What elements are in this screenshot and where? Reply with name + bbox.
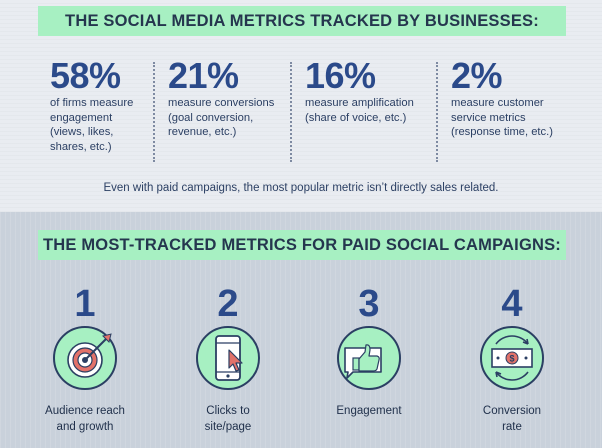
- stat-description: measure amplification (share of voice, e…: [305, 97, 414, 124]
- stat-amplification: 16% measure amplification (share of voic…: [305, 58, 414, 125]
- svg-text:$: $: [509, 354, 514, 364]
- divider: [153, 62, 155, 162]
- metric-label: Engagement: [336, 405, 402, 417]
- stat-engagement: 58% of firms measure engagement (views, …: [50, 58, 133, 154]
- stat-description: of firms measure engagement (views, like…: [50, 97, 134, 153]
- stat-conversions: 21% measure conversions (goal conversion…: [168, 58, 274, 140]
- stat-percent: 16%: [305, 55, 376, 96]
- section1-title: THE SOCIAL MEDIA METRICS TRACKED BY BUSI…: [38, 6, 566, 36]
- metric-number: 3: [358, 283, 380, 325]
- stat-customer-service: 2% measure customer service metrics (res…: [451, 58, 553, 140]
- stat-percent: 21%: [168, 55, 239, 96]
- phone-click-icon: [196, 326, 260, 390]
- target-icon: [53, 326, 117, 390]
- metric-label: Clicks to site/page: [204, 405, 252, 433]
- metric-number: 2: [217, 283, 239, 325]
- metric-number: 4: [501, 283, 523, 325]
- stat-description: measure customer service metrics (respon…: [451, 97, 553, 138]
- stat-description: measure conversions (goal conversion, re…: [168, 97, 275, 138]
- metric-label: Audience reach and growth: [45, 405, 125, 433]
- metric-number: 1: [74, 283, 96, 325]
- section2-title: THE MOST-TRACKED METRICS FOR PAID SOCIAL…: [38, 230, 566, 260]
- money-cycle-icon: $: [480, 326, 544, 390]
- divider: [290, 62, 292, 162]
- section1-note: Even with paid campaigns, the most popul…: [103, 182, 499, 194]
- stat-percent: 2%: [451, 55, 503, 96]
- stat-percent: 58%: [50, 55, 121, 96]
- thumbs-up-icon: [337, 326, 401, 390]
- divider: [436, 62, 438, 162]
- metric-label: Conversion rate: [482, 405, 542, 433]
